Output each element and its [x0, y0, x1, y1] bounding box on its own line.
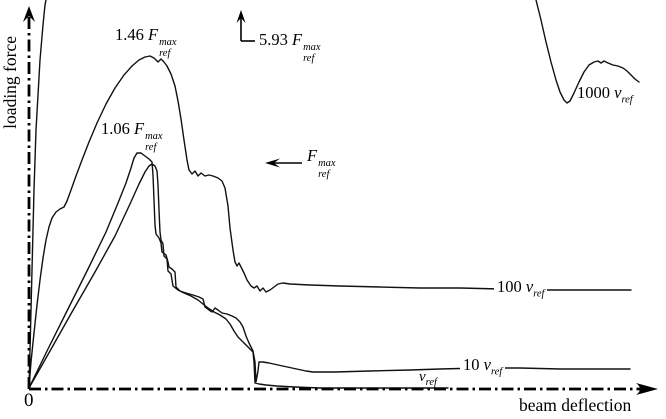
curve-hundred-v-ref [28, 55, 632, 389]
curve-v-ref [28, 163, 449, 389]
subscript: ref [159, 47, 171, 59]
y-axis [23, 6, 35, 389]
x-axis [29, 383, 658, 395]
x-axis-label: beam deflection [519, 395, 632, 415]
y-axis-label: loading force [0, 36, 20, 129]
y-axis-arrowhead [23, 6, 35, 22]
velocity-symbol: v [525, 277, 534, 296]
label-value: 10 [463, 355, 480, 374]
x-axis-arrowhead [636, 383, 658, 395]
curve-thousand-v-ref [535, 0, 640, 104]
up-arrow-icon [236, 10, 255, 42]
velocity-symbol: v [614, 83, 622, 102]
curve-thousand-v-ref [28, 0, 47, 389]
subscript: ref [490, 366, 503, 378]
subscript: ref [425, 377, 437, 388]
force-symbol: F [292, 30, 303, 49]
superscript: max [318, 158, 336, 170]
label-value: 1000 [577, 83, 610, 102]
curve-ten-v-ref [28, 152, 631, 389]
subscript: ref [303, 52, 315, 64]
force-symbol: F [307, 146, 318, 165]
origin-label: 0 [24, 390, 34, 411]
velocity-symbol: v [419, 369, 426, 385]
annotation-value: 5.93 [259, 30, 288, 49]
left-arrow-icon [265, 158, 302, 168]
superscript: max [145, 131, 163, 143]
velocity-symbol: v [483, 355, 491, 374]
superscript: max [303, 42, 321, 54]
force-symbol: F [134, 119, 145, 138]
subscript: ref [318, 168, 330, 180]
annotation-value: 1.06 [101, 119, 130, 138]
curve-label-1000v: 1000 vref [577, 83, 633, 106]
label-value: 100 [497, 277, 522, 296]
force-symbol: F [148, 25, 159, 44]
annotation-value: 1.46 [115, 25, 144, 44]
subscript: ref [621, 94, 633, 106]
curve-label-10v: 10 vref [460, 355, 506, 378]
subscript: ref [145, 141, 157, 153]
curve-label-100v: 100 vref [494, 277, 548, 300]
subscript: ref [533, 288, 545, 300]
superscript: max [159, 37, 177, 49]
curve-label-v: vref [419, 369, 437, 389]
